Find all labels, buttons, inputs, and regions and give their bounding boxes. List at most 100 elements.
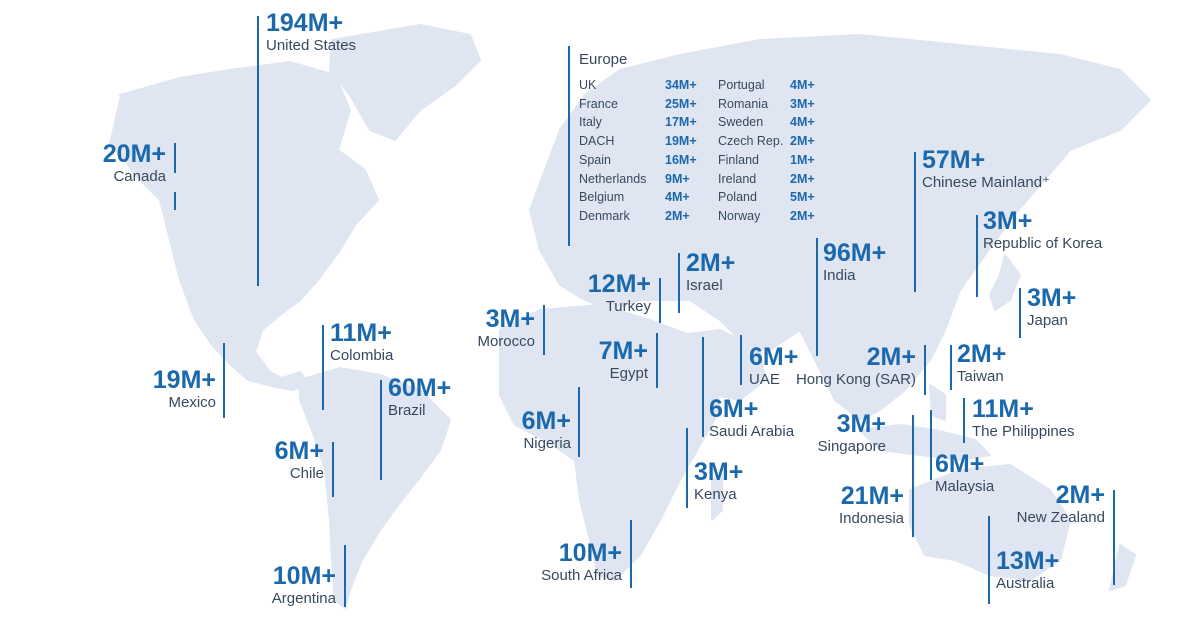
greenland-landmass: [329, 24, 481, 141]
callout-israel: 2M+ Israel: [686, 250, 735, 295]
europe-country-name: Sweden: [718, 115, 764, 130]
value-egypt: 7M+: [598, 337, 648, 365]
morocco-leader-line: [543, 305, 545, 355]
europe-title: Europe: [579, 51, 628, 68]
europe-country-name: Finland: [718, 152, 759, 167]
value-hong-kong: 2M+: [866, 343, 916, 371]
madagascar-landmass: [711, 474, 723, 521]
eurasia-landmass: [529, 34, 1151, 421]
label-the-philippines: The Philippines: [972, 423, 1075, 440]
malaysia-leader-line: [930, 410, 932, 480]
korea-leader-line: [976, 215, 978, 297]
europe-country-name: Italy: [579, 115, 602, 130]
value-turkey: 12M+: [587, 270, 651, 298]
value-saudi-arabia: 6M+: [709, 395, 759, 423]
label-uae: UAE: [749, 371, 780, 388]
europe-country-name: Portugal: [718, 78, 765, 92]
value-nigeria: 6M+: [521, 407, 571, 435]
label-egypt: Egypt: [609, 365, 648, 382]
callout-brazil: 60M+ Brazil: [388, 375, 451, 420]
value-indonesia: 21M+: [840, 482, 904, 510]
philippines-landmass: [929, 384, 946, 421]
label-united-states: United States: [266, 37, 357, 54]
label-australia: Australia: [996, 575, 1055, 592]
label-new-zealand: New Zealand: [1016, 509, 1105, 526]
label-malaysia: Malaysia: [935, 478, 995, 495]
europe-country-name: Belgium: [579, 190, 625, 205]
label-japan: Japan: [1027, 312, 1068, 329]
value-singapore: 3M+: [836, 410, 886, 438]
label-chile: Chile: [289, 465, 324, 482]
north-america-landmass: [117, 61, 379, 391]
europe-country-value: 2M+: [790, 208, 815, 223]
brazil-leader-line: [380, 380, 382, 480]
callout-colombia: 11M+ Colombia: [330, 320, 393, 365]
callout-malaysia: 6M+ Malaysia: [935, 451, 994, 496]
value-australia: 13M+: [996, 547, 1060, 575]
value-canada: 20M+: [102, 140, 166, 168]
callout-argentina: 10M+ Argentina: [230, 563, 336, 608]
label-republic-of-korea: Republic of Korea: [983, 235, 1103, 252]
label-india: India: [823, 267, 856, 284]
callout-singapore: 3M+ Singapore: [800, 411, 886, 456]
callout-japan: 3M+ Japan: [1027, 285, 1076, 330]
europe-country-value: 4M+: [790, 78, 815, 92]
value-republic-of-korea: 3M+: [983, 207, 1033, 235]
callout-united-states: 194M+ United States: [266, 10, 356, 55]
callout-turkey: 12M+ Turkey: [560, 271, 651, 316]
label-saudi-arabia: Saudi Arabia: [709, 423, 795, 440]
south-america-landmass: [299, 367, 451, 609]
europe-country-value: 5M+: [790, 190, 815, 205]
saudi-arabia-leader-line: [702, 337, 704, 437]
callout-australia: 13M+ Australia: [996, 548, 1059, 593]
europe-country-value: 2M+: [790, 134, 815, 149]
europe-country-value: 4M+: [665, 190, 690, 205]
value-chinese-mainland: 57M+: [922, 146, 986, 174]
callout-republic-of-korea: 3M+ Republic of Korea: [983, 208, 1102, 253]
value-kenya: 3M+: [694, 458, 744, 486]
europe-country-name: Ireland: [718, 171, 757, 186]
label-argentina: Argentina: [271, 590, 336, 607]
europe-country-value: 16M+: [665, 152, 697, 167]
value-israel: 2M+: [686, 249, 736, 277]
japan-leader-line: [1019, 288, 1021, 338]
label-turkey: Turkey: [605, 298, 651, 315]
europe-country-value: 17M+: [665, 115, 697, 130]
argentina-leader-line: [344, 545, 346, 607]
europe-country-name: Spain: [579, 152, 611, 167]
callout-indonesia: 21M+ Indonesia: [820, 483, 904, 528]
label-israel: Israel: [686, 277, 723, 294]
europe-country-name: DACH: [579, 134, 615, 149]
chile-leader-line: [332, 442, 334, 497]
value-united-states: 194M+: [266, 9, 344, 37]
canada-leader-line: [174, 143, 176, 173]
value-malaysia: 6M+: [935, 450, 985, 478]
alaska-landmass: [109, 99, 166, 161]
value-argentina: 10M+: [272, 562, 336, 590]
value-india: 96M+: [823, 239, 887, 267]
value-japan: 3M+: [1027, 284, 1077, 312]
europe-country-value: 25M+: [665, 96, 697, 111]
indonesia-landmass: [859, 424, 991, 461]
israel-leader-line: [678, 253, 680, 313]
label-hong-kong: Hong Kong (SAR): [795, 371, 916, 388]
value-morocco: 3M+: [485, 305, 535, 333]
united-states-leader-line: [257, 16, 259, 286]
chinese-mainland-leader-line: [914, 152, 916, 292]
label-taiwan: Taiwan: [957, 368, 1004, 385]
europe-country-name: Poland: [718, 190, 757, 205]
europe-country-value: 19M+: [665, 134, 697, 149]
new-zealand-leader-line: [1113, 490, 1115, 585]
europe-country-name: Netherlands: [579, 171, 647, 186]
value-brazil: 60M+: [388, 374, 452, 402]
value-the-philippines: 11M+: [972, 395, 1034, 423]
callout-the-philippines: 11M+ The Philippines: [972, 396, 1075, 441]
callout-egypt: 7M+ Egypt: [570, 338, 648, 383]
europe-country-value: 2M+: [665, 208, 690, 223]
europe-country-name: Norway: [718, 208, 761, 223]
europe-country-value: 3M+: [790, 96, 815, 111]
japan-landmass: [989, 254, 1021, 311]
callout-chile: 6M+ Chile: [240, 438, 324, 483]
label-mexico: Mexico: [168, 394, 216, 411]
